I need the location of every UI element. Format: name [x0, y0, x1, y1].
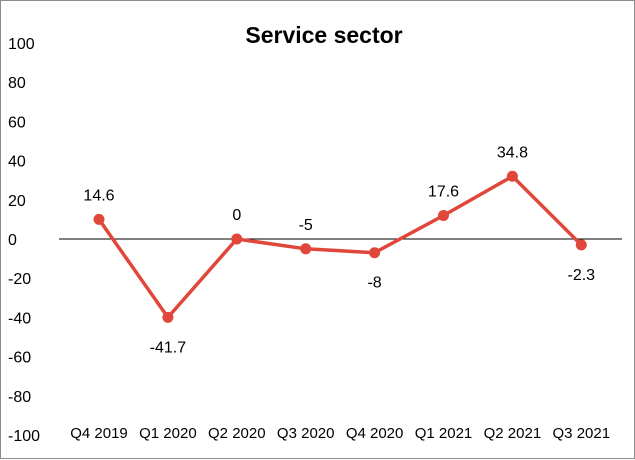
data-label: -8 — [367, 275, 381, 292]
y-tick-label: -60 — [8, 350, 31, 367]
x-tick-label: Q4 2019 — [70, 425, 128, 442]
series-line — [97, 174, 584, 320]
y-tick-label: 40 — [8, 154, 26, 171]
y-tick-label: 20 — [8, 193, 26, 210]
x-tick-label: Q3 2021 — [553, 425, 611, 442]
data-point — [575, 239, 587, 251]
data-point — [162, 311, 174, 323]
data-label: -2.3 — [568, 267, 596, 284]
y-tick-label: -20 — [8, 271, 31, 288]
x-tick-label: Q1 2021 — [415, 425, 473, 442]
x-axis-ticks: Q4 2019 Q1 2020 Q2 2020 Q3 2020 Q4 2020 Q1 20… — [70, 425, 610, 442]
data-label: 17.6 — [428, 183, 459, 200]
y-tick-label: 60 — [8, 114, 26, 131]
y-tick-label: -40 — [8, 310, 31, 327]
x-tick-label: Q1 2020 — [139, 425, 197, 442]
y-tick-label: -100 — [8, 428, 40, 445]
chart-title: Service sector — [245, 22, 402, 48]
data-point — [231, 233, 243, 245]
data-label: 34.8 — [497, 144, 528, 161]
data-point — [93, 213, 105, 225]
data-label: 14.6 — [83, 187, 114, 204]
data-point — [438, 209, 449, 221]
y-axis-ticks: -100 -80 -60 -40 -20 0 20 40 60 80 100 — [8, 36, 40, 445]
data-label: -41.7 — [150, 339, 187, 356]
y-tick-label: -80 — [8, 389, 31, 406]
y-tick-label: 80 — [8, 75, 26, 92]
series-markers — [93, 170, 587, 323]
x-tick-label: Q3 2020 — [277, 425, 335, 442]
x-tick-label: Q2 2020 — [208, 425, 266, 442]
y-tick-label: 0 — [8, 232, 17, 249]
x-tick-label: Q2 2021 — [484, 425, 542, 442]
data-label: 0 — [232, 207, 241, 224]
data-point — [300, 243, 312, 255]
data-labels: 14.6 -41.7 0 -5 -8 17.6 34.8 -2.3 — [83, 144, 595, 356]
x-tick-label: Q4 2020 — [346, 425, 404, 442]
data-point — [369, 247, 381, 259]
y-tick-label: 100 — [8, 36, 35, 53]
data-label: -5 — [299, 217, 313, 234]
data-point — [506, 170, 518, 182]
